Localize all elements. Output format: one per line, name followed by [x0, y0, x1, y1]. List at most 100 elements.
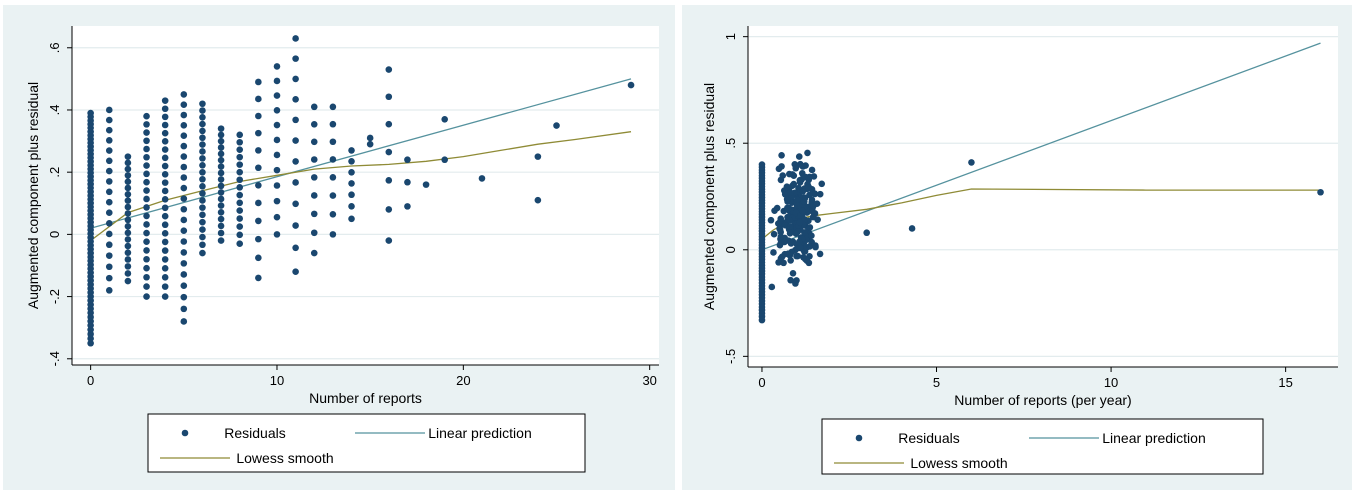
residual-point — [161, 179, 169, 186]
residual-point — [143, 221, 150, 228]
series-residuals — [87, 35, 635, 347]
residual-point — [105, 188, 113, 196]
residual-point — [199, 241, 206, 249]
residual-point — [534, 153, 542, 160]
residual-point — [273, 136, 281, 144]
residual-point — [292, 179, 299, 186]
residual-point — [775, 165, 783, 173]
residual-point — [818, 180, 826, 188]
residual-point — [863, 229, 870, 237]
residual-point — [199, 155, 206, 162]
residual-point — [199, 197, 206, 204]
residual-point — [161, 293, 169, 300]
residual-point — [236, 191, 244, 199]
legend-label: Linear prediction — [428, 425, 532, 441]
plot-area — [72, 26, 659, 365]
residual-point — [777, 233, 785, 241]
y-tick-label: 0 — [723, 246, 738, 253]
residual-point — [199, 134, 206, 142]
residual-point — [143, 112, 150, 120]
residual-point — [404, 203, 411, 210]
residual-point — [217, 182, 225, 190]
residual-point — [273, 182, 281, 189]
x-tick-label: 10 — [270, 373, 284, 388]
residual-point — [105, 198, 113, 206]
residual-point — [105, 274, 113, 282]
residual-point — [310, 249, 318, 257]
residual-point — [236, 207, 244, 214]
residual-point — [217, 156, 225, 164]
residual-point — [806, 224, 814, 231]
residual-point — [273, 197, 281, 205]
residual-point — [255, 235, 262, 243]
x-tick-label: 30 — [642, 373, 656, 388]
residual-point — [366, 134, 374, 142]
legend-label: Residuals — [898, 430, 959, 446]
residual-point — [143, 238, 150, 246]
residual-point — [217, 222, 225, 230]
residual-point — [292, 222, 299, 229]
residual-point — [105, 137, 113, 144]
residual-point — [217, 229, 225, 237]
residual-point — [292, 35, 299, 42]
residual-point — [787, 257, 794, 264]
residual-point — [124, 270, 132, 277]
residual-point — [310, 156, 318, 163]
y-tick-label: .4 — [47, 105, 62, 116]
residual-point — [784, 250, 792, 258]
residual-point — [161, 238, 169, 246]
legend-marker-residuals — [855, 434, 863, 442]
residual-point — [124, 172, 132, 179]
residual-point — [768, 283, 776, 291]
residual-point — [143, 187, 150, 194]
residual-point — [273, 63, 281, 70]
residual-point — [292, 200, 299, 208]
residual-point — [199, 162, 206, 169]
residual-point — [811, 210, 819, 217]
residual-point — [236, 184, 244, 191]
legend-marker-residuals — [181, 429, 189, 437]
residual-point — [143, 129, 150, 136]
residual-point — [771, 207, 778, 214]
residual-point — [787, 276, 794, 284]
residual-point — [161, 146, 169, 153]
residual-point — [385, 148, 393, 156]
residual-point — [1317, 188, 1324, 196]
residual-point — [255, 181, 262, 189]
residual-point — [329, 120, 337, 128]
residual-point — [793, 196, 801, 203]
residual-point — [217, 163, 225, 170]
residual-point — [805, 184, 812, 191]
residual-point — [776, 241, 784, 249]
residual-point — [217, 150, 225, 158]
series-residuals — [758, 149, 1324, 324]
residual-point — [777, 228, 785, 236]
residual-point — [124, 165, 132, 173]
residual-point — [968, 159, 975, 166]
residual-point — [217, 189, 225, 196]
residual-point — [161, 121, 169, 129]
residual-point — [180, 184, 188, 192]
residual-point — [793, 252, 800, 260]
residual-point — [236, 176, 244, 184]
residual-point — [767, 216, 775, 224]
legend-label: Lowess smooth — [910, 455, 1007, 471]
residual-point — [161, 162, 169, 170]
residual-point — [143, 195, 150, 203]
residual-point — [161, 97, 169, 104]
residual-point — [105, 241, 113, 249]
residual-point — [124, 190, 132, 198]
legend: Residuals Linear prediction Lowess smooth — [821, 418, 1264, 475]
residual-point — [236, 231, 244, 239]
residual-point — [124, 153, 132, 160]
residual-point — [404, 178, 411, 186]
residual-point — [236, 240, 244, 248]
residual-point — [105, 157, 113, 165]
residual-point — [553, 122, 560, 129]
residual-point — [292, 268, 299, 275]
residual-point — [796, 176, 804, 184]
residual-point — [795, 238, 803, 246]
